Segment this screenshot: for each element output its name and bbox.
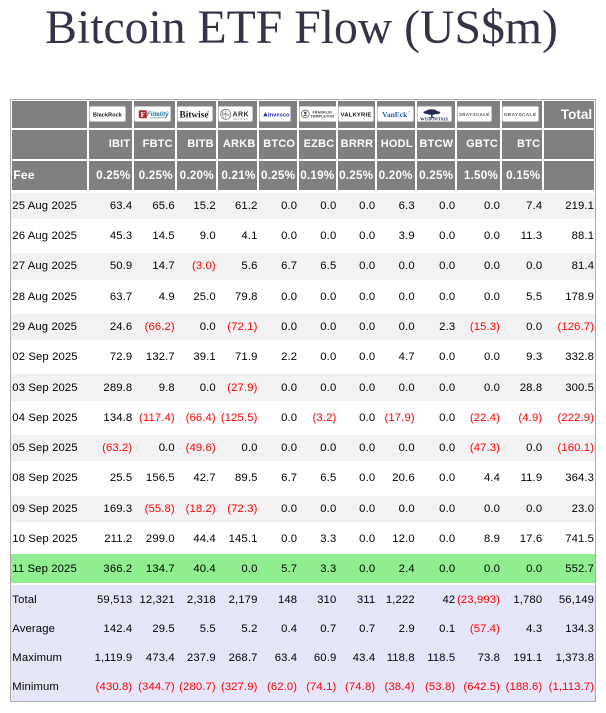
svg-text:Fidelity: Fidelity <box>147 112 169 119</box>
svg-text:FRANKLIN: FRANKLIN <box>313 111 333 115</box>
svg-text:Invesco: Invesco <box>268 113 290 119</box>
svg-text:BlackRock: BlackRock <box>93 113 122 119</box>
svg-text:GRAYSCALE: GRAYSCALE <box>459 113 490 118</box>
svg-text:INVEST: INVEST <box>233 117 249 121</box>
svg-text:Bitwise: Bitwise <box>179 111 208 121</box>
svg-text:VALKYRIE: VALKYRIE <box>341 113 372 119</box>
svg-text:®: ® <box>535 112 537 115</box>
svg-text:ARK: ARK <box>233 109 250 118</box>
svg-text:®: ® <box>207 110 209 114</box>
svg-text:F: F <box>140 111 144 119</box>
svg-text:®: ® <box>488 112 490 115</box>
svg-text:GRAYSCALE: GRAYSCALE <box>504 113 537 119</box>
svg-text:TEMPLETON: TEMPLETON <box>311 115 335 119</box>
svg-text:VanEck: VanEck <box>382 110 408 119</box>
svg-text:WISDOMTREE: WISDOMTREE <box>420 117 449 121</box>
